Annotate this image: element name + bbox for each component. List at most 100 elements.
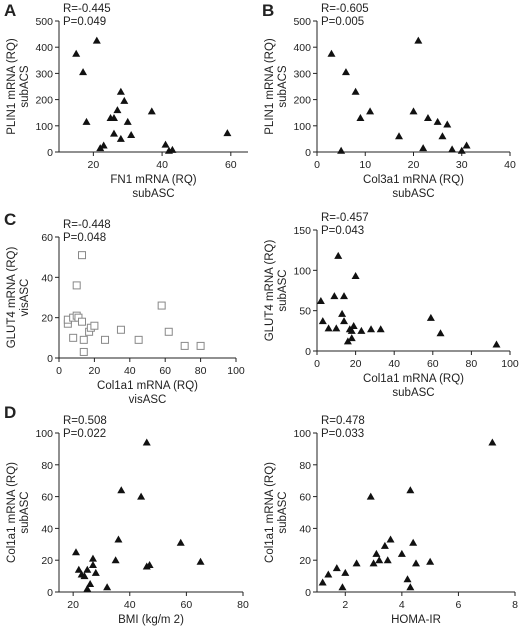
data-point [79, 68, 88, 76]
x-tick-label: 40 [388, 358, 400, 370]
data-point [316, 296, 325, 304]
x-axis-label: HOMA-IR [391, 614, 441, 626]
data-point [142, 438, 151, 446]
data-point [376, 325, 385, 333]
x-tick-label: 0 [56, 365, 62, 377]
data-point [409, 538, 418, 546]
y-tick-label: 80 [41, 460, 53, 472]
x-tick-label: 80 [466, 358, 478, 370]
data-point [395, 132, 404, 140]
y-tick-label: 200 [293, 95, 311, 107]
y-axis-label: visASC [19, 279, 31, 317]
data-point [375, 556, 384, 564]
data-point [330, 292, 339, 300]
stat-annotation: R=-0.605 [321, 3, 369, 15]
data-point [351, 271, 360, 279]
x-tick-label: 80 [237, 599, 249, 611]
data-point [101, 335, 110, 344]
data-point [82, 117, 91, 125]
data-point [161, 140, 170, 148]
data-point [406, 583, 415, 591]
y-tick-label: 150 [293, 225, 311, 237]
data-point [347, 326, 356, 334]
x-tick-label: 20 [88, 159, 100, 171]
x-tick-label: 60 [181, 599, 193, 611]
x-tick-label: 60 [159, 365, 171, 377]
x-tick-label: 30 [456, 159, 468, 171]
stat-annotation: R=0.478 [321, 415, 365, 427]
panel-letter: B [262, 1, 274, 20]
y-tick-label: 20 [41, 555, 53, 567]
data-point [109, 129, 118, 137]
data-point [332, 564, 341, 572]
y-tick-label: 100 [293, 265, 311, 277]
data-point [334, 251, 343, 259]
data-point [341, 68, 350, 76]
data-point [338, 583, 347, 591]
data-point [443, 120, 452, 128]
data-point [72, 281, 81, 290]
data-point [386, 535, 395, 543]
data-point [380, 541, 389, 549]
data-point [433, 117, 442, 125]
data-point [86, 580, 95, 588]
x-tick-label: 40 [124, 599, 136, 611]
y-axis-label: subACS [19, 65, 31, 108]
y-tick-label: 0 [305, 346, 311, 358]
x-tick-label: 0 [314, 159, 320, 171]
data-point [462, 141, 471, 149]
data-point [423, 113, 432, 121]
x-tick-label: 20 [67, 599, 79, 611]
x-tick-label: 40 [504, 159, 516, 171]
x-axis-label: Col3a1 mRNA (RQ) [363, 174, 464, 186]
data-point [92, 36, 101, 44]
x-tick-label: 40 [124, 365, 136, 377]
y-tick-label: 50 [299, 306, 311, 318]
data-point [116, 134, 125, 142]
stat-annotation: R=-0.457 [321, 212, 369, 224]
data-point [406, 486, 415, 494]
data-point [372, 549, 381, 557]
y-axis-label: Col1a1 mRNA (RQ) [264, 462, 276, 563]
data-point [99, 141, 108, 149]
panel-letter: D [4, 403, 16, 422]
y-tick-label: 20 [41, 313, 53, 325]
data-point [83, 565, 92, 573]
data-point [340, 292, 349, 300]
data-point [69, 333, 78, 342]
data-point [196, 557, 205, 565]
y-tick-label: 500 [35, 16, 53, 28]
y-tick-label: 100 [35, 428, 53, 440]
y-tick-label: 100 [293, 121, 311, 133]
data-point [91, 568, 100, 576]
data-point [157, 301, 166, 310]
data-point [223, 129, 232, 137]
x-tick-label: 4 [399, 599, 405, 611]
stat-annotation: P=0.049 [63, 16, 106, 28]
stat-annotation: P=0.033 [321, 428, 364, 440]
data-point [327, 49, 336, 57]
y-tick-label: 400 [293, 42, 311, 54]
data-point [109, 113, 118, 121]
data-point [488, 438, 497, 446]
data-point [492, 340, 501, 348]
data-point [168, 145, 177, 153]
y-tick-label: 0 [305, 147, 311, 159]
data-point [324, 324, 333, 332]
data-point [448, 145, 457, 153]
data-point [80, 572, 89, 580]
x-tick-label: 8 [512, 599, 518, 611]
data-point [318, 578, 327, 586]
stat-annotation: P=0.022 [63, 428, 106, 440]
data-point [324, 570, 333, 578]
data-point [352, 559, 361, 567]
data-point [103, 583, 112, 591]
data-point [134, 335, 143, 344]
data-point [357, 326, 366, 334]
x-axis-label: visASC [129, 394, 167, 406]
y-axis-label: Col1a1 mRNA (RQ) [6, 462, 18, 563]
data-point [338, 309, 347, 317]
